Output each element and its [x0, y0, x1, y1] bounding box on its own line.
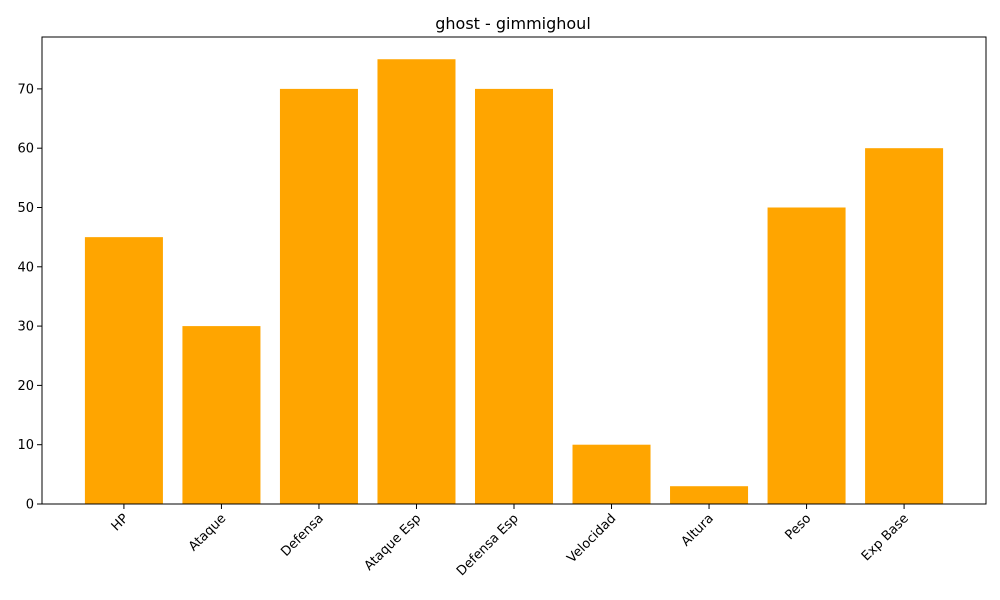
- x-tick-label: Defensa: [278, 511, 326, 559]
- bar-hp: [84, 237, 163, 504]
- plot-frame: [41, 36, 987, 505]
- x-tick-label: Defensa Esp: [454, 511, 522, 579]
- x-tick-label: Altura: [679, 511, 717, 549]
- bar-altura: [670, 486, 749, 504]
- x-tick-label: HP: [109, 511, 132, 534]
- x-axis: HP Ataque Defensa Ataque Esp Defensa Esp Velo…: [109, 504, 912, 579]
- bar-ataque: [182, 326, 261, 504]
- y-tick-label: 40: [17, 260, 34, 275]
- x-tick-label: Exp Base: [859, 511, 912, 564]
- bar-defensa: [279, 88, 358, 504]
- y-tick-label: 0: [26, 498, 34, 513]
- y-tick-label: 20: [17, 379, 34, 394]
- bar-velocidad: [572, 444, 651, 504]
- bar-peso: [767, 207, 846, 504]
- y-axis: 0 10 20 30 40 50 60 70: [17, 82, 42, 513]
- y-tick-label: 10: [17, 438, 34, 453]
- bar-ataque-esp: [377, 59, 456, 504]
- y-tick-label: 70: [17, 82, 34, 97]
- bars-group: [84, 59, 944, 504]
- chart-title: ghost - gimmighoul: [435, 14, 591, 33]
- x-tick-label: Ataque Esp: [362, 511, 425, 574]
- y-tick-label: 50: [17, 201, 34, 216]
- y-tick-label: 60: [17, 142, 34, 157]
- x-tick-label: Ataque: [186, 511, 229, 554]
- x-tick-label: Peso: [782, 511, 814, 543]
- y-tick-label: 30: [17, 320, 34, 335]
- x-tick-label: Velocidad: [564, 511, 619, 566]
- bar-defensa-esp: [474, 88, 554, 504]
- bar-exp-base: [865, 148, 944, 504]
